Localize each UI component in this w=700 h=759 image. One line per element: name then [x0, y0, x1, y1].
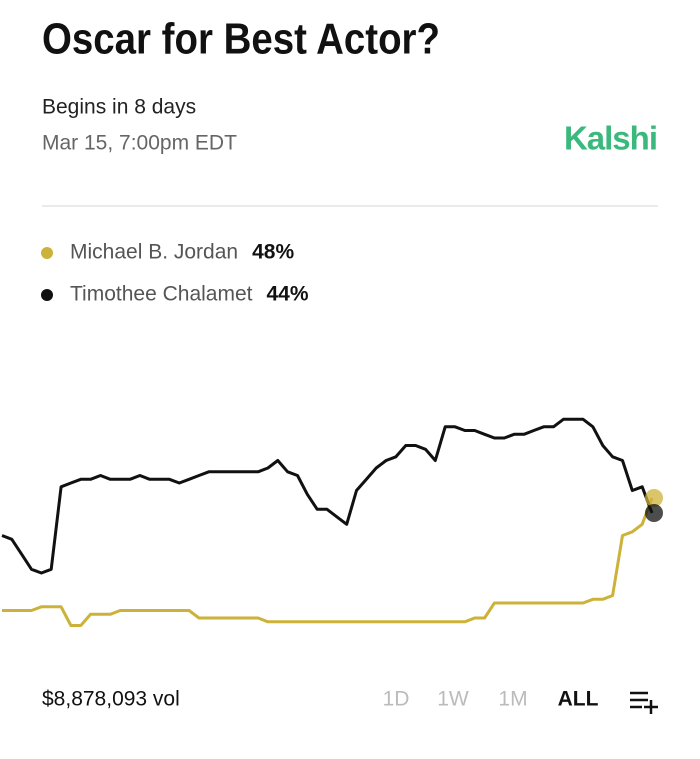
range-tab[interactable]: 1M [498, 688, 527, 711]
legend-value: 44% [266, 283, 308, 306]
range-tab[interactable]: ALL [558, 688, 599, 711]
legend-name: Michael B. Jordan [70, 241, 238, 264]
status: Begins in 8 days [42, 96, 196, 119]
date: Mar 15, 7:00pm EDT [42, 132, 237, 155]
legend-value: 48% [252, 241, 294, 264]
series-line [2, 497, 654, 627]
brand-logo: Kalshi [564, 120, 657, 157]
end-marker [645, 489, 663, 507]
legend-name: Timothee Chalamet [70, 283, 253, 306]
range-tab[interactable]: 1W [437, 688, 469, 711]
volume: $8,878,093 vol [42, 688, 180, 711]
list-icon[interactable] [630, 691, 658, 714]
end-marker [645, 504, 663, 522]
legend-dot [41, 247, 53, 259]
series-line [1, 417, 654, 575]
legend-dot [41, 289, 53, 301]
title: Oscar for Best Actor? [42, 15, 440, 64]
range-tab[interactable]: 1D [383, 688, 410, 711]
